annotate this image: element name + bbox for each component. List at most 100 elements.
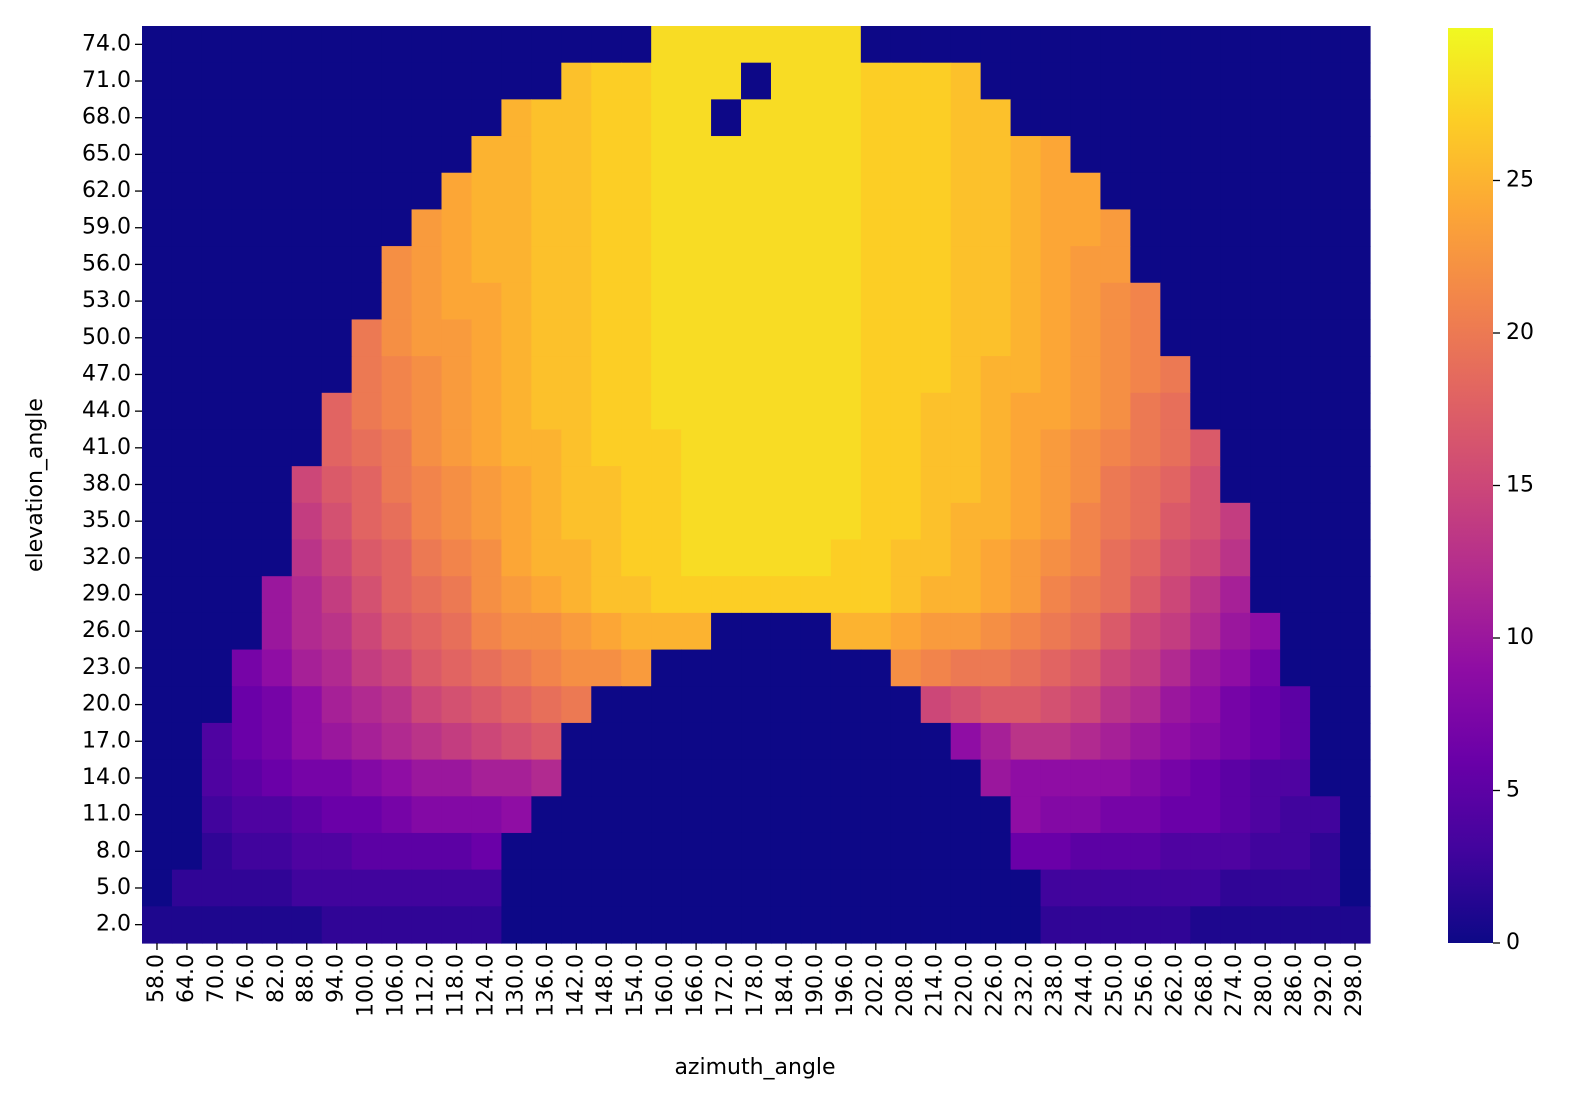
heatmap-cell — [1040, 759, 1072, 797]
y-tick-label: 29.0 — [82, 582, 131, 607]
heatmap-cell — [770, 722, 802, 761]
heatmap-cell — [471, 576, 503, 614]
heatmap-cell — [890, 246, 922, 284]
heatmap-cell — [1190, 282, 1221, 321]
heatmap-cell — [201, 796, 233, 834]
heatmap-cell — [1340, 429, 1371, 467]
heatmap-cell — [1010, 26, 1042, 64]
heatmap-cell — [561, 246, 592, 284]
heatmap-cell — [1190, 759, 1221, 797]
heatmap-cell — [1220, 209, 1251, 247]
heatmap-cell — [561, 686, 592, 724]
heatmap-cell — [1310, 686, 1341, 724]
heatmap-cell — [411, 466, 443, 504]
heatmap-cell — [291, 136, 323, 174]
heatmap-cell — [531, 319, 562, 357]
heatmap-cell — [381, 576, 413, 614]
heatmap-cell — [1100, 759, 1131, 797]
heatmap-cell — [201, 246, 233, 284]
heatmap-cell — [351, 26, 383, 64]
heatmap-cell — [321, 99, 353, 137]
heatmap-cell — [800, 906, 832, 944]
heatmap-cell — [142, 906, 173, 944]
heatmap-cell — [351, 99, 383, 137]
heatmap-cell — [741, 246, 772, 284]
heatmap-cell — [830, 722, 862, 761]
heatmap-cell — [1160, 356, 1191, 394]
heatmap-cell — [1100, 796, 1131, 834]
heatmap-cell — [381, 172, 413, 210]
heatmap-cell — [1280, 759, 1311, 797]
heatmap-cell — [471, 62, 503, 100]
heatmap-cell — [1190, 906, 1221, 944]
heatmap-cell — [711, 429, 742, 467]
heatmap-cell — [561, 759, 592, 797]
x-tick-label: 196.0 — [833, 954, 858, 1017]
heatmap-cell — [890, 539, 922, 577]
heatmap-cell — [1250, 612, 1281, 651]
heatmap-cell — [1310, 246, 1341, 284]
heatmap-cell — [770, 539, 802, 577]
heatmap-cell — [591, 356, 622, 394]
heatmap-cell — [1040, 796, 1072, 834]
heatmap-cell — [411, 686, 443, 724]
heatmap-cell — [381, 502, 413, 541]
heatmap-cell — [321, 906, 353, 944]
heatmap-cell — [321, 869, 353, 907]
heatmap-cell — [1070, 796, 1102, 834]
colorbar-tick-label: 25 — [1506, 168, 1534, 193]
heatmap-cell — [321, 612, 353, 651]
heatmap-cell — [1160, 759, 1191, 797]
heatmap-cell — [1280, 466, 1311, 504]
heatmap-cell — [1130, 246, 1161, 284]
heatmap-cell — [171, 612, 203, 651]
x-tick-label: 256.0 — [1132, 954, 1157, 1017]
heatmap-cell — [1250, 136, 1281, 174]
heatmap-cell — [950, 649, 982, 687]
heatmap-cell — [860, 576, 892, 614]
heatmap-cell — [1220, 429, 1251, 467]
heatmap-cell — [321, 319, 353, 357]
heatmap-cell — [1250, 319, 1281, 357]
heatmap-cell — [621, 209, 652, 247]
heatmap-cell — [890, 99, 922, 137]
heatmap-cell — [950, 796, 982, 834]
heatmap-cell — [142, 466, 173, 504]
heatmap-cell — [621, 502, 652, 541]
heatmap-cell — [1160, 612, 1191, 651]
heatmap-cell — [531, 686, 562, 724]
heatmap-cell — [381, 722, 413, 761]
y-tick-label: 14.0 — [82, 765, 131, 790]
heatmap-cell — [800, 576, 832, 614]
x-tick-label: 244.0 — [1072, 954, 1097, 1017]
heatmap-cell — [711, 759, 742, 797]
x-tick-label: 232.0 — [1013, 954, 1038, 1017]
heatmap-cell — [1340, 466, 1371, 504]
heatmap-cell — [531, 906, 562, 944]
heatmap-cell — [1160, 209, 1191, 247]
heatmap-cell — [681, 246, 712, 284]
heatmap-cell — [291, 356, 323, 394]
heatmap-cell — [1220, 172, 1251, 210]
heatmap-cell — [1310, 392, 1341, 431]
heatmap-cell — [561, 649, 592, 687]
heatmap-cell — [1040, 722, 1072, 761]
heatmap-cell — [1130, 319, 1161, 357]
heatmap-cell — [741, 722, 772, 761]
heatmap-cell — [1250, 649, 1281, 687]
x-tick-label: 64.0 — [174, 954, 199, 1003]
heatmap-cell — [201, 136, 233, 174]
heatmap-cell — [1070, 612, 1102, 651]
heatmap-cell — [142, 246, 173, 284]
heatmap-cell — [830, 576, 862, 614]
colorbar-tick-label: 5 — [1506, 778, 1520, 803]
heatmap-cell — [1280, 282, 1311, 321]
heatmap-cell — [1070, 392, 1102, 431]
heatmap-cell — [1070, 26, 1102, 64]
heatmap-cell — [351, 136, 383, 174]
heatmap-cell — [1280, 869, 1311, 907]
heatmap-cell — [1190, 356, 1221, 394]
heatmap-cell — [860, 686, 892, 724]
heatmap-cell — [1010, 502, 1042, 541]
heatmap-cell — [860, 136, 892, 174]
